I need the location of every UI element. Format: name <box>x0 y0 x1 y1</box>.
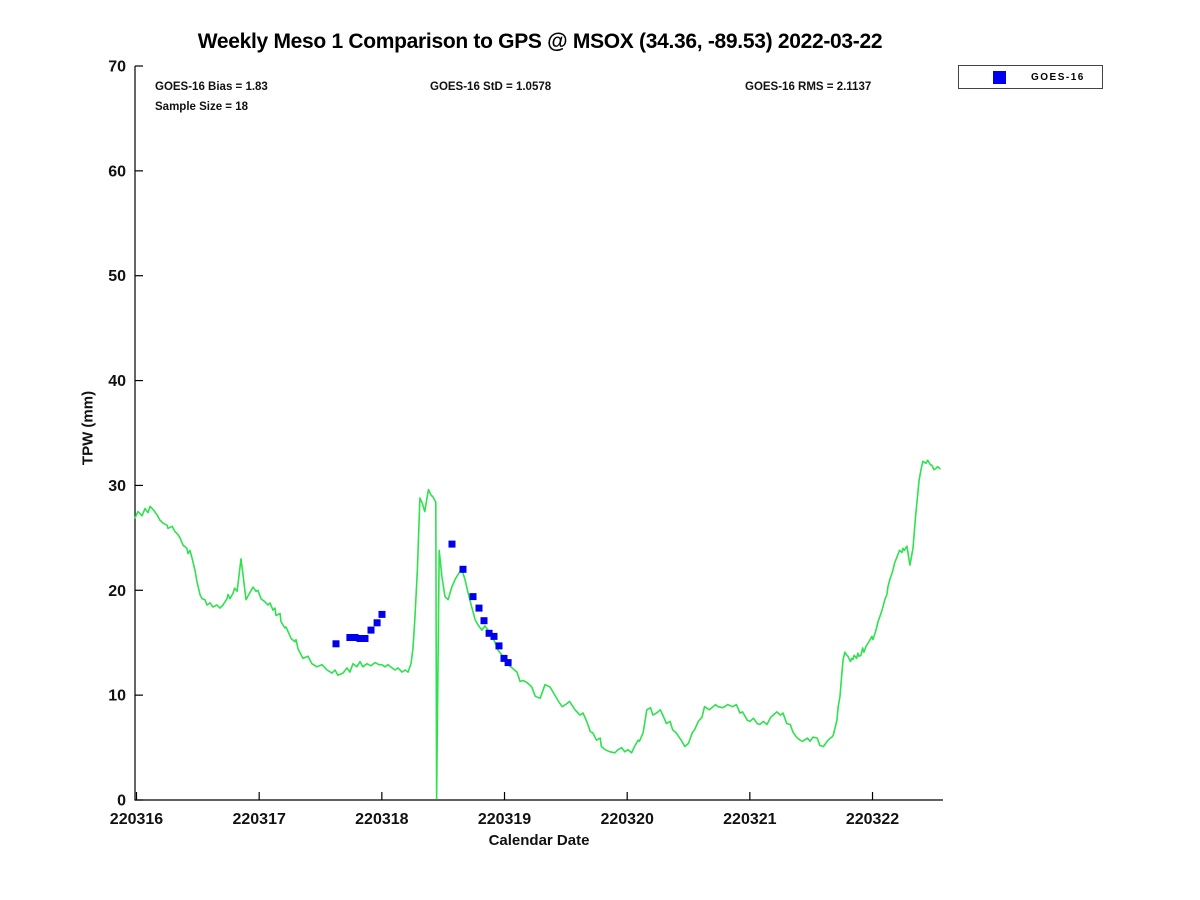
axis-spines <box>134 66 943 801</box>
y-tick-label: 70 <box>108 59 126 76</box>
goes16-data-marker <box>495 642 503 650</box>
x-axis-label: Calendar Date <box>488 832 590 849</box>
y-tick-label: 60 <box>108 163 126 180</box>
y-tick-label: 0 <box>117 793 126 810</box>
legend-square-marker-icon <box>993 70 1006 84</box>
stat-sample-size-text: Sample Size = 18 <box>155 101 249 113</box>
y-tick-label: 20 <box>108 583 126 600</box>
goes16-data-marker <box>351 634 359 641</box>
goes16-data-marker <box>367 626 375 634</box>
x-tick-label: 220321 <box>723 811 776 828</box>
goes16-data-marker <box>459 565 467 573</box>
goes16-data-marker <box>356 635 364 642</box>
goes16-data-marker <box>485 629 493 637</box>
goes16-data-marker <box>504 659 512 667</box>
chart-title: Weekly Meso 1 Comparison to GPS @ MSOX (… <box>197 30 883 53</box>
y-axis-label: TPW (mm) <box>79 390 97 466</box>
y-tick-label: 30 <box>108 478 126 495</box>
stat-rms-text: GOES-16 RMS = 2.1137 <box>745 81 872 93</box>
goes16-data-marker <box>469 593 477 601</box>
goes16-data-marker <box>448 540 456 548</box>
x-tick-label: 220319 <box>478 811 531 828</box>
y-tick-label: 10 <box>108 688 126 705</box>
goes16-data-marker <box>361 635 369 642</box>
goes16-data-marker <box>500 654 508 662</box>
goes16-data-marker <box>373 619 381 627</box>
stat-std-text: GOES-16 StD = 1.0578 <box>430 81 552 93</box>
legend-box: GOES-16 <box>958 65 1103 89</box>
x-tick-label: 220318 <box>355 811 408 828</box>
goes16-data-marker <box>490 632 498 640</box>
legend-series-label: GOES-16 <box>1031 71 1085 83</box>
goes16-data-marker <box>378 610 386 618</box>
y-tick-label: 40 <box>108 373 126 390</box>
x-tick-label: 220322 <box>846 811 899 828</box>
y-tick-label: 50 <box>108 268 126 285</box>
stat-bias-text: GOES-16 Bias = 1.83 <box>155 81 268 93</box>
goes16-data-marker <box>475 604 483 612</box>
gps-tpw-line <box>134 459 941 800</box>
x-tick-label: 220316 <box>110 811 163 828</box>
x-tick-label: 220320 <box>600 811 653 828</box>
goes16-data-marker <box>480 617 488 625</box>
goes16-data-marker <box>332 640 340 648</box>
goes16-data-marker <box>346 634 354 641</box>
x-tick-label: 220317 <box>232 811 285 828</box>
